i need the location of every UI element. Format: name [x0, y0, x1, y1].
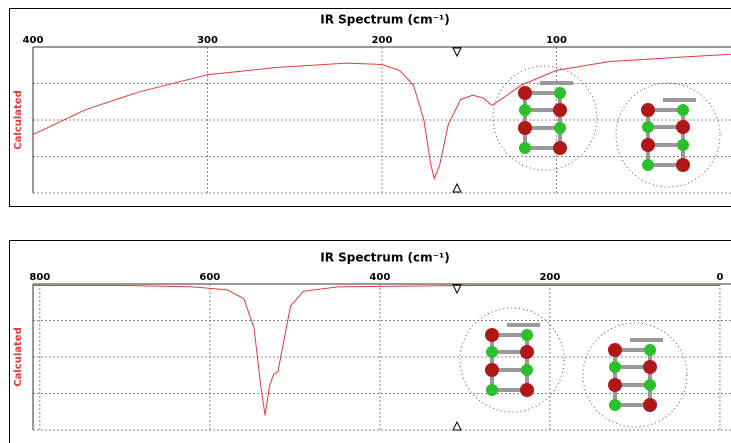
molecule-overlay — [453, 48, 720, 430]
x-tick-label: 800 — [29, 272, 50, 283]
x-tick-label: 400 — [369, 272, 390, 283]
x-tick-label: 600 — [199, 272, 220, 283]
x-tick-label: 200 — [372, 35, 393, 46]
screen: IR Spectrum (cm⁻¹) Calculated 400 300 200 100… — [0, 0, 731, 443]
chart-title: IR Spectrum (cm⁻¹) — [320, 13, 449, 27]
x-tick-label: 400 — [23, 35, 44, 46]
plots: IR Spectrum (cm⁻¹) Calculated 400 300 200 100… — [10, 9, 731, 443]
x-tick-label: 0 — [716, 272, 723, 283]
x-tick-label: 300 — [197, 35, 218, 46]
x-tick-label: 100 — [546, 35, 567, 46]
chart-title: IR Spectrum (cm⁻¹) — [320, 251, 449, 265]
y-axis-label: Calculated — [13, 90, 24, 149]
panel-frame — [10, 9, 731, 207]
x-tick-label: 200 — [539, 272, 560, 283]
panel-frame — [10, 241, 731, 443]
y-axis-label: Calculated — [13, 327, 24, 386]
